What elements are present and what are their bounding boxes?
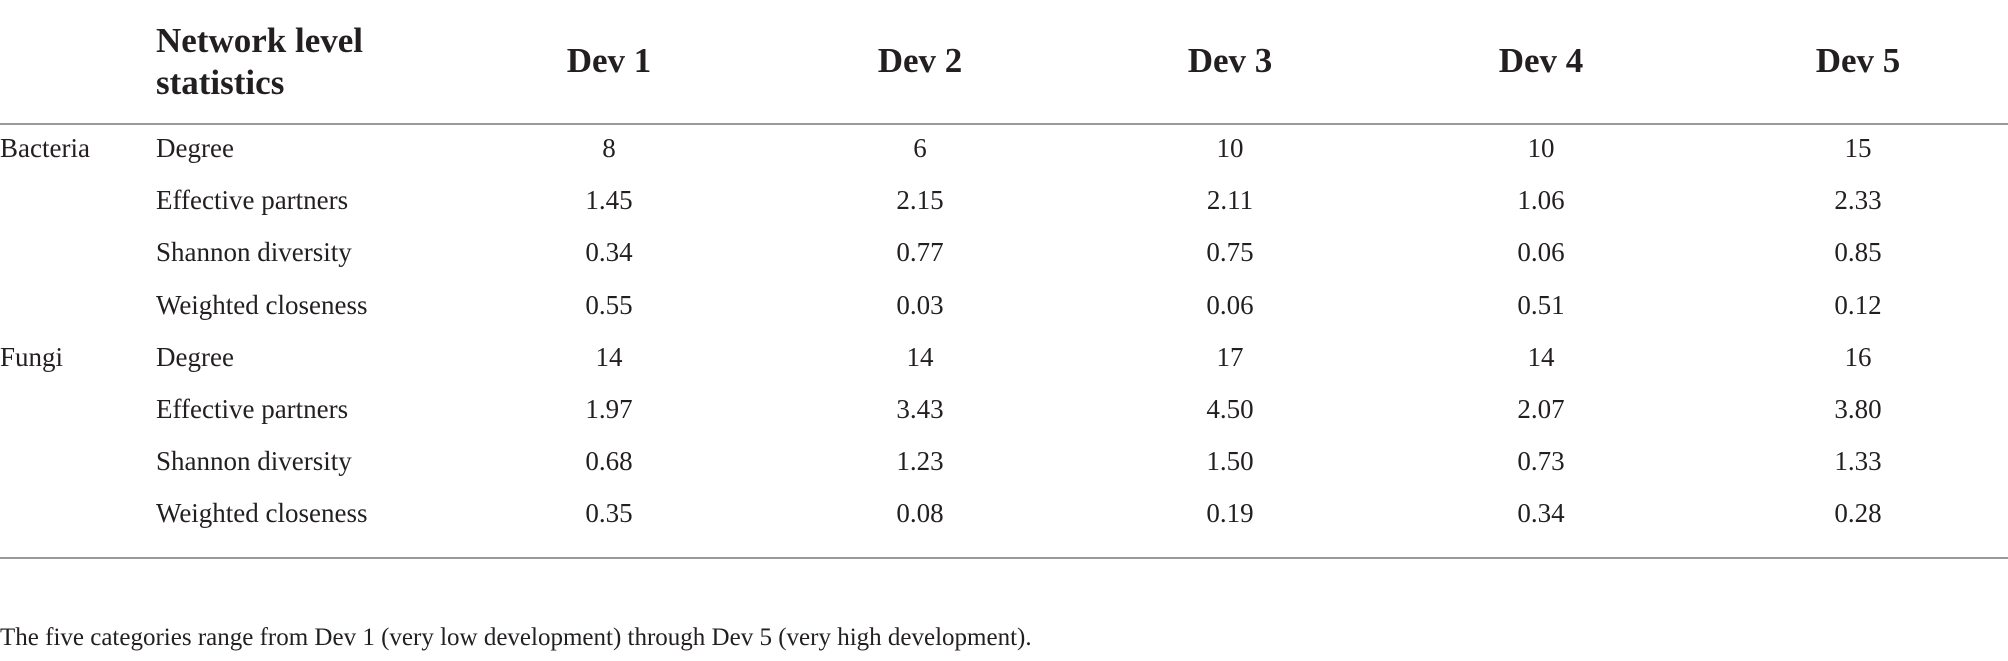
- cell-dev-5: 0.12: [1834, 290, 1882, 320]
- row-statistic-label: Degree: [156, 133, 234, 163]
- cell-dev-4: 0.34: [1517, 498, 1565, 528]
- row-statistic-label: Degree: [156, 342, 234, 372]
- cell-dev-1: 0.55: [585, 290, 633, 320]
- cell-dev-5: 0.28: [1834, 498, 1882, 528]
- row-statistic-label: Shannon diversity: [156, 446, 352, 476]
- cell-dev-1: 1.45: [585, 185, 633, 215]
- cell-dev-4: 0.73: [1517, 446, 1565, 476]
- row-group-label: Fungi: [0, 342, 64, 372]
- cell-dev-2: 3.43: [896, 394, 944, 424]
- cell-dev-2: 2.15: [896, 185, 944, 215]
- cell-dev-5: 15: [1844, 133, 1872, 163]
- cell-dev-5: 16: [1844, 342, 1872, 372]
- cell-dev-4: 2.07: [1517, 394, 1565, 424]
- cell-dev-2: 1.23: [896, 446, 944, 476]
- cell-dev-5: 3.80: [1834, 394, 1882, 424]
- cell-dev-1: 0.35: [585, 498, 633, 528]
- header-dev-5: Dev 5: [1815, 41, 1901, 80]
- header-dev-4: Dev 4: [1498, 41, 1584, 80]
- cell-dev-1: 0.68: [585, 446, 633, 476]
- cell-dev-5: 1.33: [1834, 446, 1882, 476]
- cell-dev-2: 0.77: [896, 237, 944, 267]
- cell-dev-4: 14: [1527, 342, 1555, 372]
- cell-dev-4: 0.51: [1517, 290, 1565, 320]
- cell-dev-3: 0.75: [1206, 237, 1254, 267]
- cell-dev-1: 1.97: [585, 394, 633, 424]
- cell-dev-4: 10: [1527, 133, 1555, 163]
- cell-dev-5: 0.85: [1834, 237, 1882, 267]
- table-footnote: The five categories range from Dev 1 (ve…: [0, 624, 1032, 651]
- header-dev-2: Dev 2: [877, 41, 963, 80]
- row-group-label: Bacteria: [0, 133, 90, 163]
- header-dev-3: Dev 3: [1187, 41, 1273, 80]
- cell-dev-4: 0.06: [1517, 237, 1565, 267]
- cell-dev-3: 0.06: [1206, 290, 1254, 320]
- row-statistic-label: Shannon diversity: [156, 237, 352, 267]
- cell-dev-5: 2.33: [1834, 185, 1882, 215]
- header-dev-1: Dev 1: [566, 41, 652, 80]
- cell-dev-3: 1.50: [1206, 446, 1254, 476]
- cell-dev-2: 0.08: [896, 498, 944, 528]
- table-bottom-rule: [0, 557, 2008, 559]
- header-network-level-statistics: Network level statistics: [156, 21, 364, 102]
- cell-dev-3: 2.11: [1206, 185, 1254, 215]
- row-statistic-label: Weighted closeness: [156, 290, 368, 320]
- cell-dev-2: 6: [913, 133, 927, 163]
- cell-dev-4: 1.06: [1517, 185, 1565, 215]
- cell-dev-2: 0.03: [896, 290, 944, 320]
- cell-dev-3: 10: [1216, 133, 1244, 163]
- row-statistic-label: Effective partners: [156, 185, 349, 215]
- cell-dev-3: 4.50: [1206, 394, 1254, 424]
- cell-dev-3: 0.19: [1206, 498, 1254, 528]
- table-top-rule: [0, 123, 2008, 125]
- cell-dev-2: 14: [906, 342, 934, 372]
- cell-dev-3: 17: [1216, 342, 1244, 372]
- row-statistic-label: Weighted closeness: [156, 498, 368, 528]
- cell-dev-1: 0.34: [585, 237, 633, 267]
- cell-dev-1: 8: [602, 133, 616, 163]
- row-statistic-label: Effective partners: [156, 394, 349, 424]
- cell-dev-1: 14: [595, 342, 623, 372]
